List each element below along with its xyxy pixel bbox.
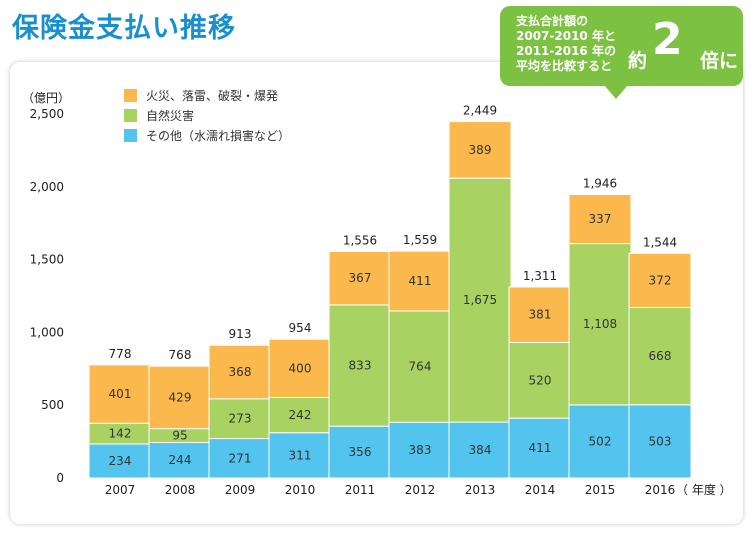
y-tick-label: 500 (41, 398, 64, 412)
bar-segment (568, 404, 632, 479)
bar-value-label: 311 (289, 448, 312, 462)
callout-pointer (604, 85, 628, 99)
bar-total-label: 1,559 (403, 233, 437, 247)
y-axis-label: （億円） (22, 91, 70, 105)
bar-segment (88, 364, 152, 424)
bar-segment (148, 365, 212, 430)
legend-swatch (124, 109, 137, 122)
bar-value-label: 234 (109, 454, 132, 468)
legend-swatch (124, 89, 137, 102)
x-axis-label: （ 年度 ） (676, 482, 732, 497)
x-tick-label: 2013 (465, 483, 496, 497)
callout-value: 2 (652, 14, 683, 65)
bar-value-label: 383 (409, 443, 432, 457)
bar-value-label: 401 (109, 387, 132, 401)
bar-total-label: 913 (229, 327, 252, 341)
bar-value-label: 429 (169, 390, 192, 404)
legend-label: 火災、落雷、破裂・爆発 (146, 88, 278, 103)
bar-total-label: 1,946 (583, 177, 617, 191)
bar-value-label: 356 (349, 445, 372, 459)
bar-segment (508, 341, 572, 419)
bar-segment (628, 252, 692, 309)
bar-segment (208, 398, 272, 440)
callout-line: 2007-2010 年と (516, 29, 616, 43)
bar-value-label: 502 (589, 434, 612, 448)
bar-value-label: 384 (469, 443, 492, 457)
bar-total-label: 954 (289, 321, 312, 335)
bar-total-label: 1,556 (343, 233, 377, 247)
bar-value-label: 1,108 (583, 317, 617, 331)
bar-segment (568, 243, 632, 406)
y-tick-label: 2,500 (30, 107, 64, 121)
x-tick-label: 2011 (345, 483, 376, 497)
bar-segment (268, 432, 332, 479)
bar-value-label: 273 (229, 412, 252, 426)
y-tick-label: 0 (56, 471, 64, 485)
x-tick-label: 2007 (105, 483, 136, 497)
bar-value-label: 367 (349, 271, 372, 285)
callout-box: 支払合計額の 2007-2010 年と 2011-2016 年の 平均を比較する… (500, 6, 743, 86)
bar-value-label: 411 (409, 274, 432, 288)
bar-segment (388, 310, 452, 423)
bar-value-label: 400 (289, 361, 312, 375)
y-tick-label: 1,500 (30, 253, 64, 267)
y-tick-label: 2,000 (30, 180, 64, 194)
bar-segment (88, 443, 152, 479)
bar-value-label: 337 (589, 212, 612, 226)
bar-value-label: 520 (529, 373, 552, 387)
bar-value-label: 668 (649, 349, 672, 363)
bar-value-label: 1,675 (463, 293, 497, 307)
bar-value-label: 381 (529, 308, 552, 322)
legend-swatch (124, 129, 137, 142)
bar-segment (328, 250, 392, 306)
page-title: 保険金支払い推移 (12, 13, 236, 44)
bar-value-label: 833 (349, 359, 372, 373)
x-tick-label: 2014 (525, 483, 556, 497)
bar-segment (208, 344, 272, 400)
bar-value-label: 411 (529, 441, 552, 455)
callout-line: 支払合計額の (516, 14, 589, 28)
callout-prefix: 約 (628, 50, 648, 72)
x-tick-label: 2010 (285, 483, 316, 497)
bar-total-label: 1,311 (523, 269, 557, 283)
bar-value-label: 372 (649, 273, 672, 287)
x-tick-label: 2009 (225, 483, 256, 497)
legend-label: その他（水濡れ損害など） (146, 128, 290, 143)
bar-value-label: 95 (172, 429, 187, 443)
bar-value-label: 389 (469, 143, 492, 157)
y-tick-label: 1,000 (30, 325, 64, 339)
bar-value-label: 242 (289, 408, 312, 422)
bar-total-label: 1,544 (643, 235, 677, 249)
callout-text: 支払合計額の 2007-2010 年と 2011-2016 年の 平均を比較する… (516, 14, 628, 74)
bar-segment (568, 194, 632, 245)
x-tick-label: 2012 (405, 483, 436, 497)
callout-suffix: 倍に (700, 50, 739, 72)
callout-line: 2011-2016 年の (516, 44, 616, 58)
x-tick-label: 2016 (645, 483, 676, 497)
legend-label: 自然災害 (146, 108, 194, 123)
x-tick-label: 2015 (585, 483, 616, 497)
bar-value-label: 271 (229, 451, 252, 465)
bar-segment (448, 121, 512, 179)
bar-segment (448, 177, 512, 423)
bar-segment (328, 304, 392, 427)
bar-value-label: 368 (229, 365, 252, 379)
bar-value-label: 142 (109, 427, 132, 441)
callout-line: 平均を比較すると (516, 59, 613, 73)
bar-segment (268, 338, 332, 398)
bar-value-label: 244 (169, 453, 192, 467)
x-tick-label: 2008 (165, 483, 196, 497)
bar-total-label: 778 (109, 347, 132, 361)
bar-segment (388, 250, 452, 312)
bar-total-label: 768 (169, 348, 192, 362)
bar-segment (388, 421, 452, 479)
bar-value-label: 503 (649, 434, 672, 448)
bar-value-label: 764 (409, 360, 432, 374)
bar-segment (508, 286, 572, 343)
bar-segment (508, 417, 572, 479)
bar-total-label: 2,449 (463, 104, 497, 118)
